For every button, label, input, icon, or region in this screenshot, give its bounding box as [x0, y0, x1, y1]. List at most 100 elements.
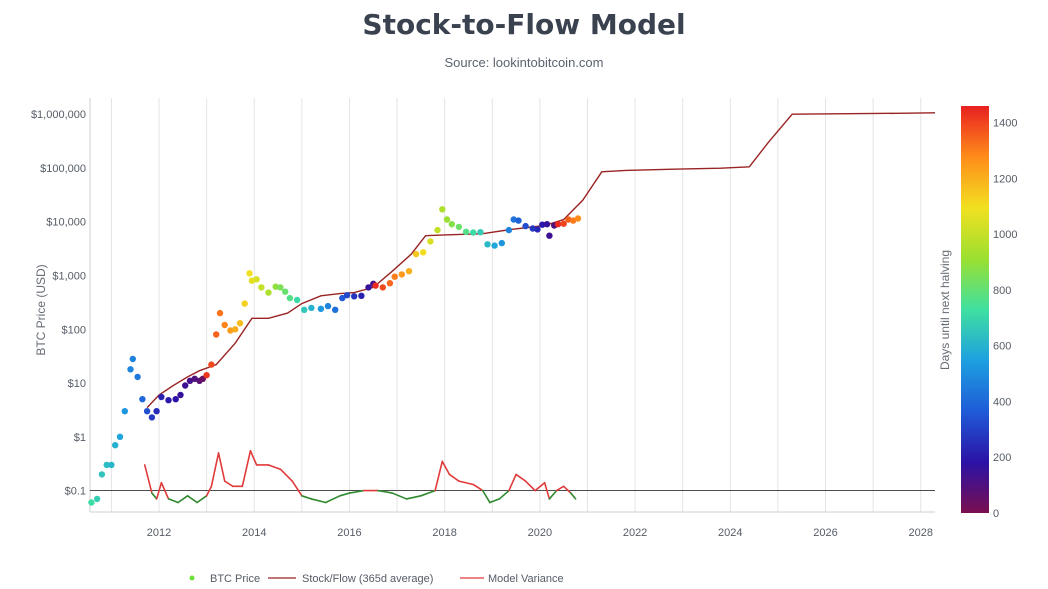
- series-model-variance-segment: [420, 489, 436, 497]
- y-tick-label: $100,000: [40, 163, 86, 175]
- series-btc-price-point: [98, 471, 106, 478]
- series-model-variance-segment: [249, 449, 258, 466]
- series-btc-price-point: [236, 320, 244, 327]
- series-model-variance-segment: [458, 480, 475, 486]
- series-btc-price-point: [529, 225, 536, 232]
- series-btc-price-point: [522, 222, 529, 230]
- series-model-variance-segment: [291, 480, 303, 497]
- series-model-variance-segment: [405, 495, 422, 500]
- series-model-variance-segment: [217, 452, 226, 482]
- series-btc-price-point: [351, 293, 358, 300]
- series-btc-price-point: [554, 221, 562, 228]
- series-model-variance-segment: [267, 464, 282, 471]
- series-btc-price-point: [405, 268, 413, 275]
- series-model-variance-segment: [223, 480, 234, 488]
- series-model-variance-segment: [160, 481, 170, 500]
- series-btc-price-point: [127, 366, 134, 373]
- series-btc-price-point: [172, 396, 179, 403]
- y-tick-label: $0.1: [65, 486, 86, 498]
- series-btc-price-point: [543, 221, 551, 228]
- series-btc-price-point: [560, 220, 567, 227]
- series-btc-price-point: [213, 331, 220, 338]
- series-btc-price-point: [339, 294, 346, 302]
- series-btc-price-point: [208, 361, 215, 368]
- series-btc-price-point: [386, 280, 394, 287]
- series-btc-price-point: [565, 216, 572, 223]
- series-btc-price-point: [301, 306, 308, 313]
- series-model-variance-segment: [310, 498, 327, 504]
- series-model-variance-segment: [279, 468, 294, 482]
- series-btc-price-point: [412, 250, 420, 258]
- series-model-variance-segment: [301, 495, 313, 500]
- y-tick-label: $10: [68, 378, 86, 390]
- series-btc-price-point: [246, 270, 253, 277]
- series-btc-price-point: [293, 296, 301, 304]
- y-axis-ticks: $1,000,000 $100,000 $10,000 $1,000 $100 $10 $1…: [31, 109, 86, 497]
- series-btc-price-point: [427, 238, 434, 245]
- series-model-variance-segment: [205, 485, 213, 497]
- series-btc-price-point: [324, 302, 332, 310]
- series-btc-price-point: [258, 284, 265, 291]
- series-btc-price-point: [158, 393, 165, 401]
- series-btc-price-point: [574, 215, 582, 222]
- series-btc-price-point: [143, 408, 151, 415]
- series-model-variance-segment: [524, 480, 536, 492]
- series-btc-price-point: [570, 217, 577, 224]
- series-model-variance-segment: [448, 473, 460, 482]
- series-btc-price-point: [515, 217, 522, 224]
- series-btc-price-point: [221, 321, 228, 329]
- series-btc-price-point: [203, 372, 210, 379]
- series-btc-price-point: [470, 229, 477, 236]
- series-stock-flow-line: [146, 112, 936, 409]
- y-tick-label: $10,000: [46, 217, 86, 229]
- legend-label-btc-price: BTC Price: [210, 573, 260, 585]
- series-model-variance-segment: [151, 492, 158, 500]
- series-btc-price-point: [498, 239, 505, 247]
- series-model-variance-segment: [186, 495, 198, 504]
- series-btc-price-point: [182, 382, 189, 389]
- series-btc-price-point: [332, 306, 339, 313]
- legend: BTC Price Stock/Flow (365d average) Mode…: [189, 573, 564, 585]
- legend-label-stock-flow: Stock/Flow (365d average): [302, 573, 433, 585]
- series-btc-price-point: [108, 461, 115, 469]
- y-tick-label: $100: [62, 324, 86, 336]
- series-model-variance-segment: [177, 495, 189, 504]
- series-btc-price-point: [272, 283, 279, 290]
- series-btc-price-point: [227, 327, 234, 334]
- series-model-variance-segment: [441, 460, 451, 476]
- series-btc-price-point: [241, 300, 248, 307]
- series-model-variance-segment: [241, 449, 252, 488]
- series-btc-price-point: [148, 414, 156, 421]
- series-model-variance-segment: [391, 492, 408, 500]
- series-btc-price-point: [265, 289, 272, 296]
- colorbar-label: Days until next halving: [938, 250, 952, 370]
- colorbar: 1400 1200 1000 800 600 400 200 0: [961, 106, 1017, 520]
- legend-symbol-btc-price: [189, 575, 195, 581]
- series-btc-price-point: [391, 273, 398, 280]
- series-model-variance-segment: [570, 492, 577, 500]
- y-tick-label: $1,000,000: [31, 109, 86, 121]
- series-btc-price-point: [539, 221, 546, 228]
- series-btc-price-point: [491, 242, 498, 249]
- series-model-variance-segment: [498, 489, 510, 500]
- series-model-variance-segment: [377, 489, 394, 494]
- series-btc-price-point: [510, 216, 517, 223]
- colorbar-tick-label: 0: [993, 508, 999, 520]
- series-btc-price-point: [443, 216, 451, 223]
- series-btc-price-point: [139, 396, 146, 403]
- series-model-variance-segment: [155, 481, 163, 500]
- colorbar-tick-label: 600: [993, 341, 1011, 353]
- series-btc-price-point: [343, 292, 351, 299]
- series-btc-price-point: [121, 408, 128, 415]
- series-btc-price-point: [216, 309, 224, 317]
- series-btc-price-point: [308, 304, 315, 312]
- series-model-variance-segment: [324, 495, 341, 504]
- colorbar-tick-label: 200: [993, 452, 1011, 464]
- grid: [89, 98, 935, 513]
- x-tick-label: 2024: [718, 527, 742, 539]
- series-btc-price-point: [88, 499, 95, 506]
- series-btc-price-point: [379, 284, 386, 291]
- series-model-variance-segment: [508, 473, 517, 492]
- x-tick-label: 2022: [623, 527, 647, 539]
- series-btc-price-point: [112, 442, 119, 449]
